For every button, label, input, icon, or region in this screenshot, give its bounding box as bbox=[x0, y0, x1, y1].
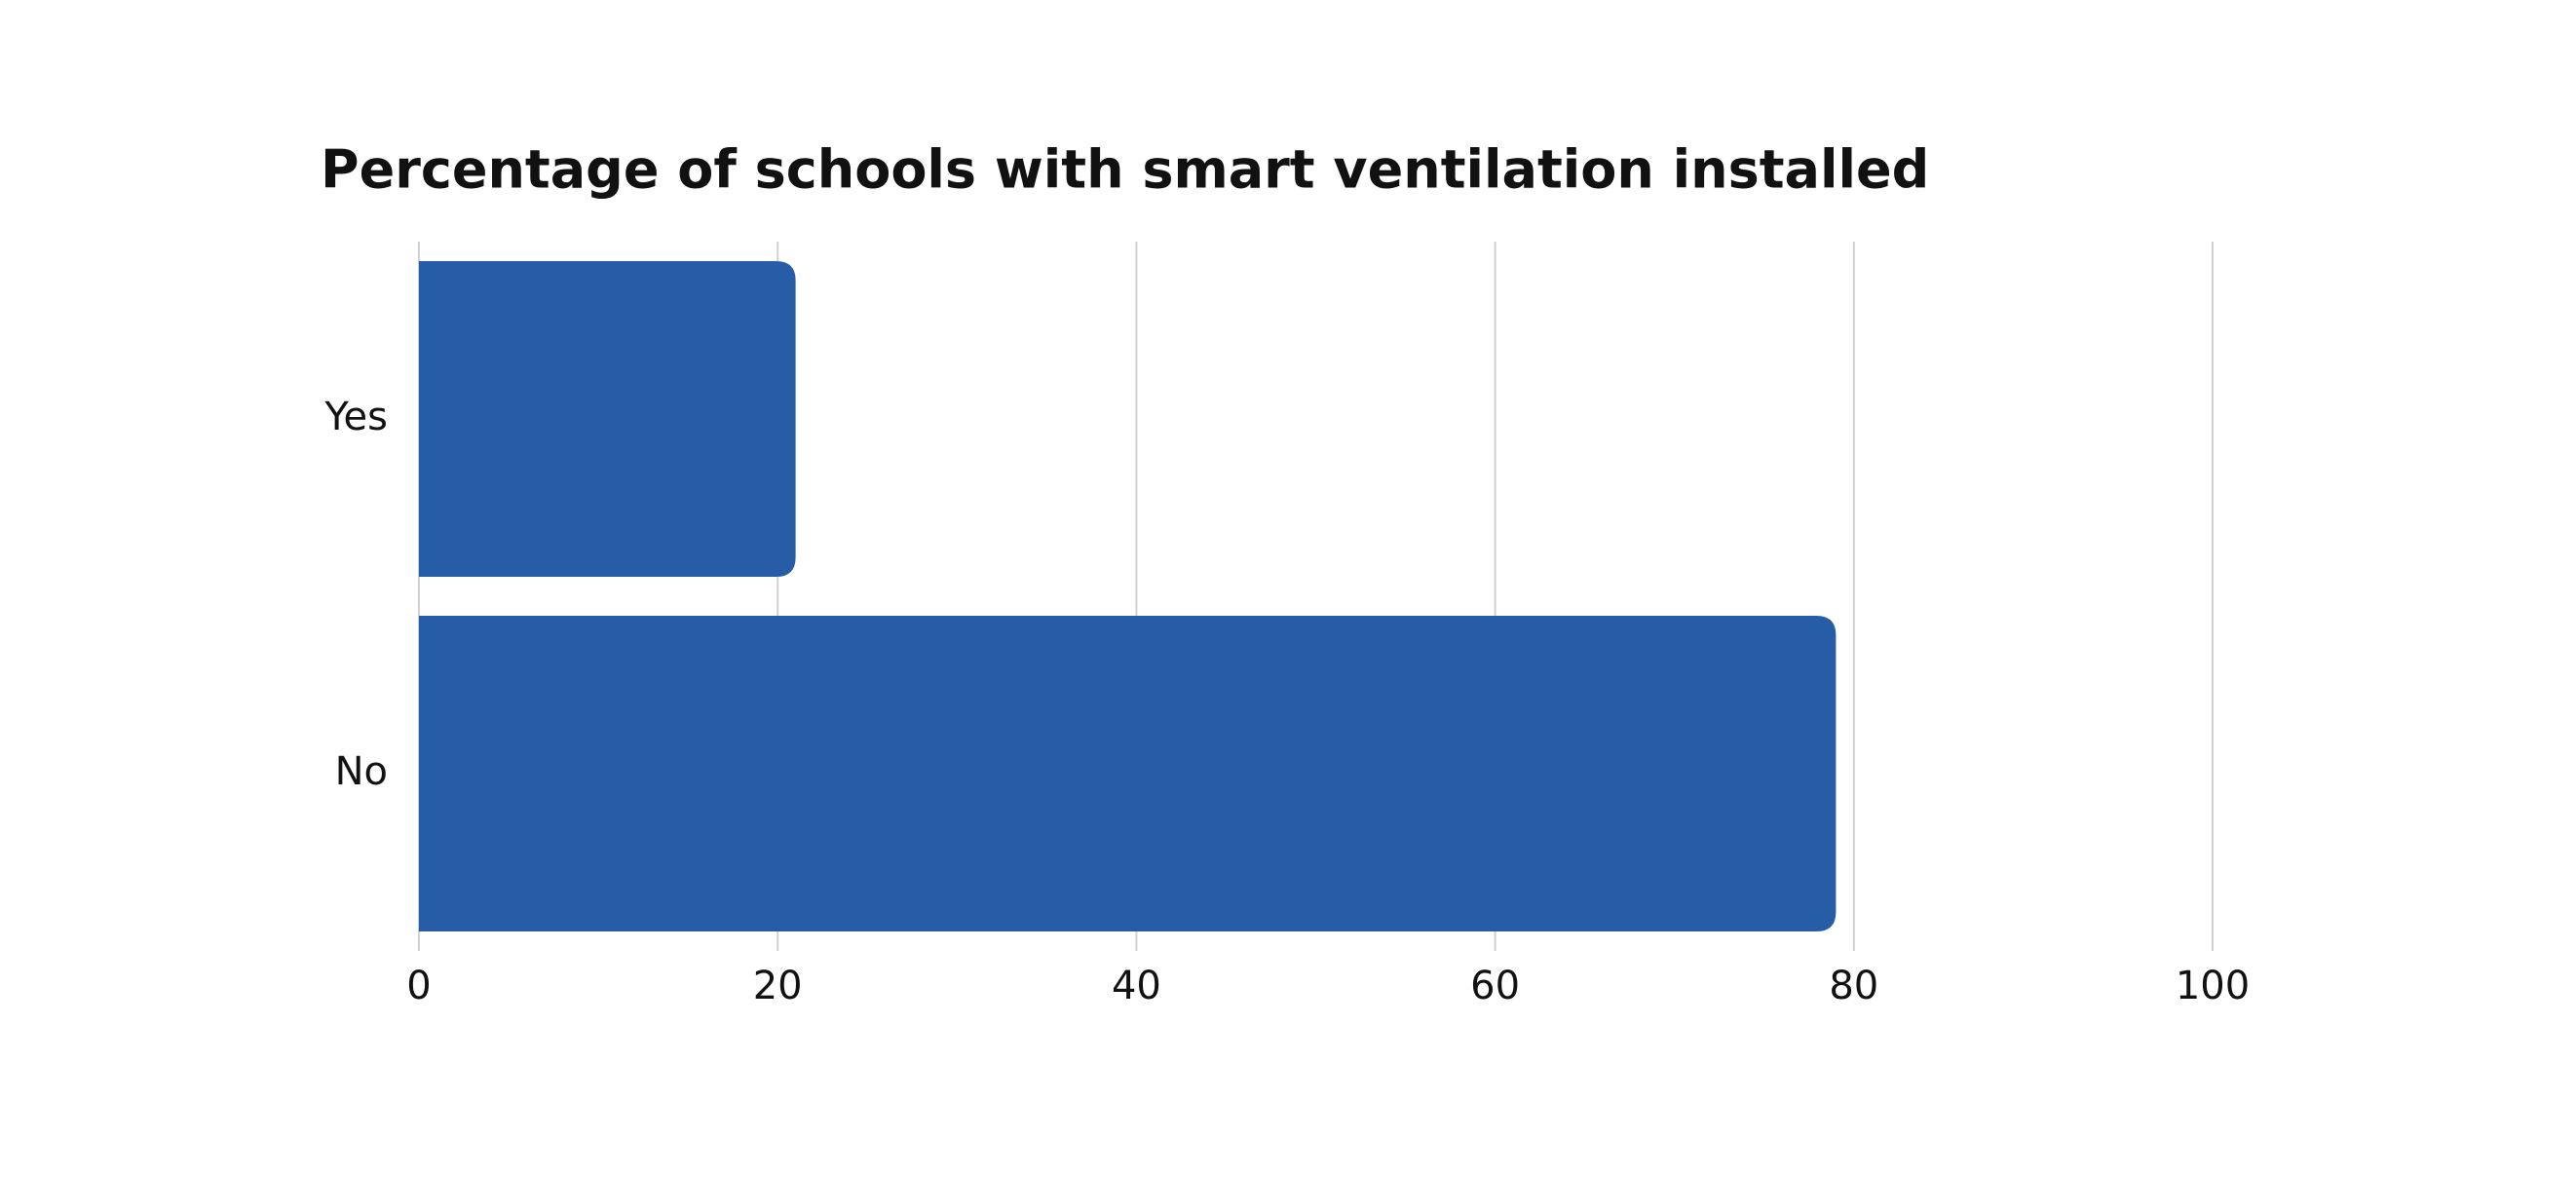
y-tick-label: Yes bbox=[323, 395, 388, 439]
x-tick-label: 100 bbox=[2176, 964, 2250, 1008]
x-tick-label: 40 bbox=[1112, 964, 1161, 1008]
bar bbox=[419, 616, 1837, 931]
x-tick-label: 0 bbox=[406, 964, 431, 1008]
x-tick-label: 80 bbox=[1829, 964, 1878, 1008]
bar bbox=[419, 261, 796, 577]
chart-title: Percentage of schools with smart ventila… bbox=[321, 139, 1929, 201]
x-tick-label: 60 bbox=[1470, 964, 1520, 1008]
x-tick-label: 20 bbox=[753, 964, 803, 1008]
y-tick-label: No bbox=[335, 749, 388, 794]
